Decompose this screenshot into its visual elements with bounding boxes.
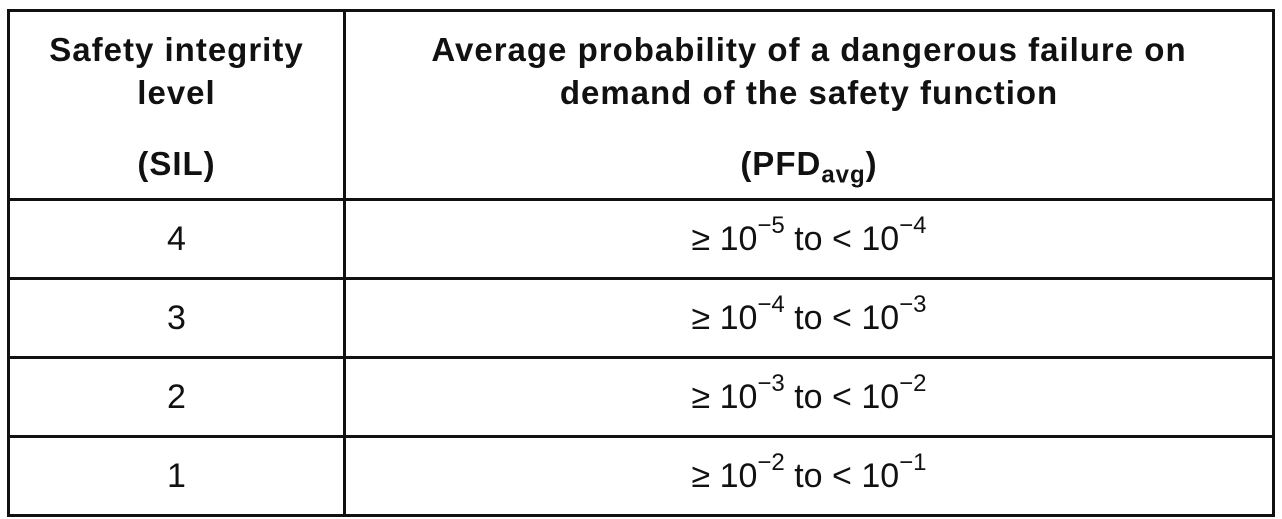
abbr-text: (SIL): [137, 145, 216, 182]
pfd-range: ≥ 10−3 to < 10−2: [691, 372, 926, 417]
pfd-cell: ≥ 10−2 to < 10−1: [346, 438, 1272, 514]
exponent: −1: [899, 449, 927, 477]
header-line: level: [137, 74, 216, 111]
header-abbr: (SIL): [10, 142, 343, 185]
exponent: −3: [757, 370, 785, 398]
abbr-text: (PFD: [740, 145, 822, 182]
table: Safety integrity level (SIL) Average pro…: [7, 9, 1275, 517]
pfd-text: ≥ 10: [691, 377, 758, 416]
table-row: 3 ≥ 10−4 to < 10−3: [10, 277, 1272, 356]
pfd-text: to < 10: [784, 219, 900, 258]
pfd-range: ≥ 10−2 to < 10−1: [691, 451, 926, 496]
header-abbr: (PFDavg): [346, 142, 1272, 187]
pfd-cell: ≥ 10−3 to < 10−2: [346, 359, 1272, 435]
exponent: −5: [757, 212, 785, 240]
table-row: 4 ≥ 10−5 to < 10−4: [10, 198, 1272, 277]
sil-cell: 2: [10, 359, 346, 435]
abbr-text: ): [865, 145, 878, 182]
exponent: −4: [899, 212, 927, 240]
sil-cell: 3: [10, 280, 346, 356]
table-row: 2 ≥ 10−3 to < 10−2: [10, 356, 1272, 435]
header-cell: Average probability of a dangerous failu…: [346, 12, 1272, 198]
pfd-text: ≥ 10: [691, 456, 758, 495]
header-line: demand of the safety function: [559, 74, 1059, 111]
pfd-cell: ≥ 10−5 to < 10−4: [346, 201, 1272, 277]
exponent: −2: [757, 449, 785, 477]
pfd-text: ≥ 10: [691, 219, 758, 258]
header-line: Average probability of a dangerous failu…: [431, 31, 1187, 68]
sil-cell: 1: [10, 438, 346, 514]
pfd-text: ≥ 10: [691, 298, 758, 337]
pfd-cell: ≥ 10−4 to < 10−3: [346, 280, 1272, 356]
exponent: −3: [899, 291, 927, 319]
table-row: 1 ≥ 10−2 to < 10−1: [10, 435, 1272, 514]
pfd-range: ≥ 10−5 to < 10−4: [691, 214, 926, 259]
abbr-subscript: avg: [821, 161, 866, 189]
pfd-text: to < 10: [784, 377, 900, 416]
header-line: Safety integrity: [49, 31, 304, 68]
exponent: −4: [757, 291, 785, 319]
header-cell: Safety integrity level (SIL): [10, 12, 346, 198]
pfd-range: ≥ 10−4 to < 10−3: [691, 293, 926, 338]
pfd-text: to < 10: [784, 298, 900, 337]
pfd-text: to < 10: [784, 456, 900, 495]
header-row: Safety integrity level (SIL) Average pro…: [10, 12, 1272, 198]
exponent: −2: [899, 370, 927, 398]
sil-cell: 4: [10, 201, 346, 277]
